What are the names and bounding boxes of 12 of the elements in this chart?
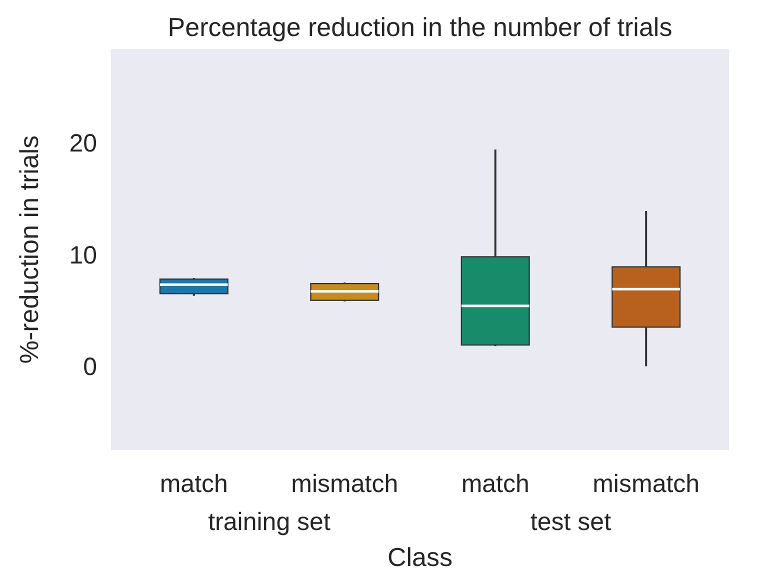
text: training set — [208, 508, 330, 536]
text: test set — [530, 508, 612, 536]
x-tick-label: mismatch — [592, 470, 700, 498]
x-tick-label: match — [461, 470, 530, 498]
x-axis-title: Class — [387, 542, 453, 572]
y-axis-title: %-reduction in trials — [14, 135, 44, 364]
chart-title: Percentage reduction in the number of trials — [168, 12, 672, 42]
x-tick-label: match — [160, 470, 228, 498]
y-tick-label: 0 — [83, 352, 97, 381]
y-tick-label: 10 — [69, 241, 97, 270]
y-tick-label: 20 — [69, 130, 97, 158]
x-tick-label: mismatch — [291, 470, 398, 498]
